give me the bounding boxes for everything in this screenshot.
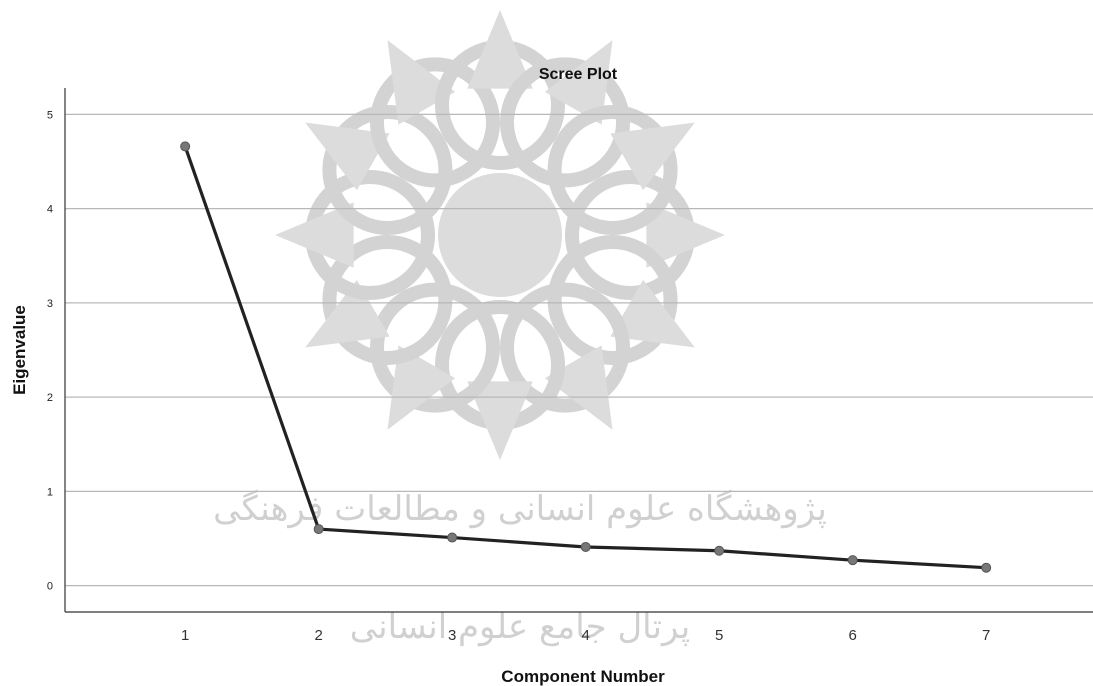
watermark-ring	[322, 235, 453, 365]
axes	[64, 88, 1093, 613]
watermark-spike	[544, 40, 613, 125]
y-tick-labels: 0 1 2 3 4 5	[47, 109, 53, 592]
watermark-spike	[275, 202, 354, 268]
data-point	[714, 545, 725, 556]
watermark-spike	[544, 345, 613, 430]
y-tick-label: 4	[47, 204, 53, 216]
x-tick-label: 3	[448, 627, 456, 644]
x-tick-labels: 1 2 3 4 5 6 7	[181, 627, 990, 644]
watermark-spike	[305, 122, 390, 191]
data-points	[180, 141, 992, 573]
data-point	[847, 555, 858, 566]
x-tick-label: 1	[181, 627, 189, 644]
watermark-ring	[500, 57, 630, 188]
y-tick-label: 3	[47, 298, 53, 310]
watermark-ring	[547, 105, 678, 235]
y-tick-label: 0	[47, 581, 53, 593]
x-tick-label: 7	[982, 627, 990, 644]
watermark-ring	[500, 282, 630, 413]
watermark-text-line2: پرتال جامع علوم انسانی	[350, 607, 690, 647]
data-point	[180, 141, 191, 152]
watermark-ring	[547, 235, 678, 365]
watermark-spike	[467, 381, 533, 460]
watermark-spike	[305, 279, 390, 348]
watermark-spike	[387, 345, 456, 430]
watermark-spike	[467, 10, 533, 89]
watermark-spike	[646, 202, 725, 268]
watermark-ring	[370, 57, 500, 188]
x-tick-label: 2	[314, 627, 322, 644]
data-point	[313, 524, 324, 535]
watermark-spike	[610, 122, 695, 191]
data-point	[447, 532, 458, 543]
x-tick-label: 4	[582, 627, 590, 644]
gridlines	[65, 113, 1093, 587]
watermark-ring	[370, 282, 500, 413]
y-tick-label: 5	[47, 109, 53, 121]
y-tick-label: 2	[47, 392, 53, 404]
data-point	[580, 541, 591, 552]
y-axis-label: Eigenvalue	[10, 305, 29, 395]
watermark-center	[438, 173, 562, 297]
watermark-spike	[610, 279, 695, 348]
watermark-ring	[322, 105, 453, 235]
chart-title: Scree Plot	[539, 66, 618, 83]
watermark-spike	[387, 40, 456, 125]
x-axis-label: Component Number	[501, 667, 665, 686]
watermark-logo-icon	[275, 10, 725, 460]
y-tick-label: 1	[47, 486, 53, 498]
data-point	[981, 562, 992, 573]
x-tick-label: 5	[715, 627, 723, 644]
x-tick-label: 6	[849, 627, 857, 644]
